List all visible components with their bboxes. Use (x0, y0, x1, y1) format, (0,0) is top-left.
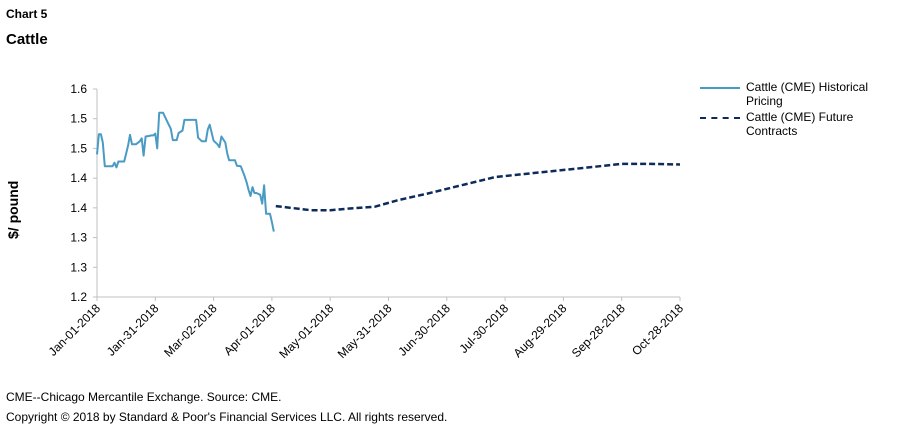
chart-legend: Cattle (CME) Historical Pricing Cattle (… (698, 80, 898, 140)
chart-number: Chart 5 (6, 7, 48, 21)
y-tick-label: 1.5 (70, 141, 87, 155)
copyright-notice: Copyright © 2018 by Standard & Poor's Fi… (6, 410, 448, 424)
x-tick-label: Jan-01-2018 (46, 301, 104, 359)
chart-series (96, 111, 681, 232)
x-tick-label: Apr-01-2018 (221, 301, 278, 358)
x-tick-label: Jan-31-2018 (104, 301, 162, 359)
y-tick-label: 1.4 (70, 201, 87, 215)
y-tick-label: 1.4 (70, 171, 87, 185)
x-tick-label: Mar-02-2018 (161, 301, 220, 360)
x-tick-label: Jun-30-2018 (395, 301, 453, 359)
legend-item-historical: Cattle (CME) Historical Pricing (698, 80, 898, 108)
x-tick-label: Sep-28-2018 (569, 301, 628, 360)
x-tick-label: May-31-2018 (335, 301, 395, 361)
source-note: CME--Chicago Mercantile Exchange. Source… (6, 390, 282, 404)
y-tick-label: 1.3 (70, 231, 87, 245)
y-tick-label: 1.3 (70, 260, 87, 274)
legend-swatch-solid (698, 80, 742, 94)
x-tick-label: Aug-29-2018 (511, 301, 570, 360)
legend-item-futures: Cattle (CME) Future Contracts (698, 110, 898, 138)
y-tick-label: 1.6 (70, 82, 87, 96)
historical-line (96, 111, 275, 232)
legend-label: Cattle (CME) Future Contracts (746, 110, 854, 138)
legend-swatch-dashed (698, 110, 742, 124)
futures-line (275, 162, 681, 212)
x-tick-label: May-01-2018 (276, 301, 336, 361)
y-tick-label: 1.2 (70, 290, 87, 304)
legend-label: Cattle (CME) Historical Pricing (746, 80, 869, 108)
chart-title: Cattle (6, 31, 48, 48)
y-tick-label: 1.5 (70, 112, 87, 126)
x-tick-label: Jul-30-2018 (457, 301, 512, 356)
x-tick-label: Oct-28-2018 (629, 301, 686, 358)
